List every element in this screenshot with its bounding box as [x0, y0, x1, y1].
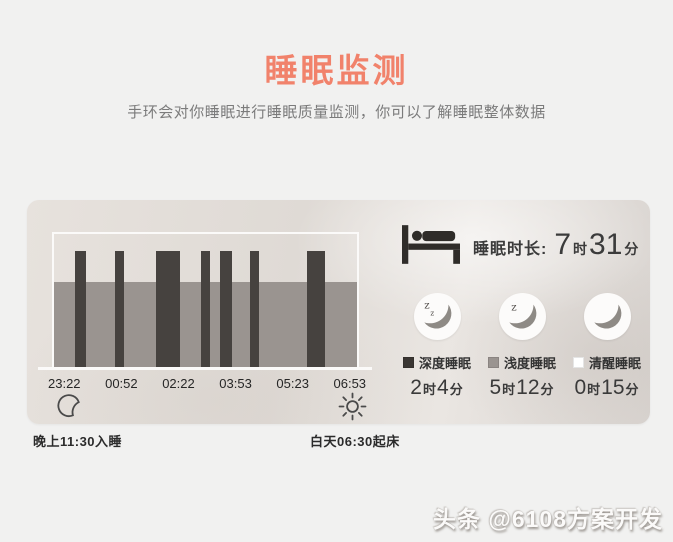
- stage-name: 浅度睡眠: [503, 356, 556, 371]
- deep-sleep-bar: [249, 251, 259, 370]
- svg-text:z: z: [430, 308, 434, 317]
- moon-z-icon: z: [498, 293, 546, 340]
- legend-swatch: [402, 357, 414, 368]
- stage-duration: 2时4分: [410, 376, 463, 399]
- legend-swatch: [572, 357, 584, 368]
- x-axis-ticks: 23:22 00:52 02:22 03:53 05:23 06:53: [48, 376, 366, 392]
- sleep-duration-row: 睡眠时长: 7 时31 分: [402, 225, 640, 264]
- stage-duration: 5时12分: [489, 376, 554, 399]
- sleep-duration-hours: 7: [554, 227, 572, 261]
- deep-sleep-bar: [114, 251, 124, 370]
- legend-swatch: [487, 357, 499, 368]
- sleep-stages-row: z z 深度睡眠 2时4分 z 浅度睡眠 5时12分: [398, 293, 646, 400]
- x-tick-label: 03:53: [219, 376, 252, 391]
- x-tick-label: 00:52: [105, 376, 138, 391]
- deep-sleep-bar: [220, 251, 232, 370]
- bed-icon: [402, 225, 460, 264]
- x-tick-label: 05:23: [276, 376, 309, 391]
- page-subtitle: 手环会对你睡眠进行睡眠质量监测，你可以了解睡眠整体数据: [127, 104, 546, 121]
- sleep-stage-chart: [52, 232, 359, 370]
- sleep-duration-minutes: 31: [589, 227, 623, 261]
- stage-deep-sleep: z z 深度睡眠 2时4分: [398, 293, 476, 400]
- hour-unit: 时: [573, 240, 588, 257]
- minute-unit: 分: [624, 240, 639, 257]
- x-axis-line: [38, 367, 372, 370]
- moon-icon: [57, 394, 80, 417]
- svg-text:z: z: [511, 302, 516, 313]
- x-tick-label: 23:22: [47, 376, 81, 391]
- moon-zz-icon: z z: [413, 293, 461, 340]
- watermark: 头条 @6108方案开发: [433, 506, 663, 532]
- deep-sleep-bar: [200, 251, 211, 370]
- stage-awake: 清醒睡眠 0时15分: [568, 293, 646, 400]
- fall-asleep-note: 晚上11:30入睡: [33, 434, 123, 449]
- stage-name: 深度睡眠: [418, 356, 471, 371]
- sun-icon: [338, 392, 367, 421]
- page-title: 睡眠监测: [264, 52, 409, 89]
- deep-sleep-bar: [156, 251, 181, 370]
- deep-sleep-bar: [307, 251, 326, 370]
- moon-icon-circle: [583, 293, 631, 340]
- stage-name: 清醒睡眠: [588, 356, 641, 371]
- svg-text:z: z: [424, 300, 429, 311]
- sleep-duration-label: 睡眠时长:: [473, 240, 548, 258]
- deep-sleep-bar: [74, 251, 86, 370]
- x-tick-label: 06:53: [333, 376, 367, 391]
- sleep-data-card: 23:22 00:52 02:22 03:53 05:23 06:53: [27, 200, 650, 424]
- deep-sleep-bars: [54, 234, 357, 370]
- stage-duration: 0时15分: [574, 376, 639, 399]
- wake-up-note: 白天06:30起床: [310, 434, 400, 449]
- sleep-duration-text: 睡眠时长: 7 时31 分: [473, 228, 640, 262]
- stage-light-sleep: z 浅度睡眠 5时12分: [483, 293, 561, 400]
- x-tick-label: 02:22: [162, 376, 195, 391]
